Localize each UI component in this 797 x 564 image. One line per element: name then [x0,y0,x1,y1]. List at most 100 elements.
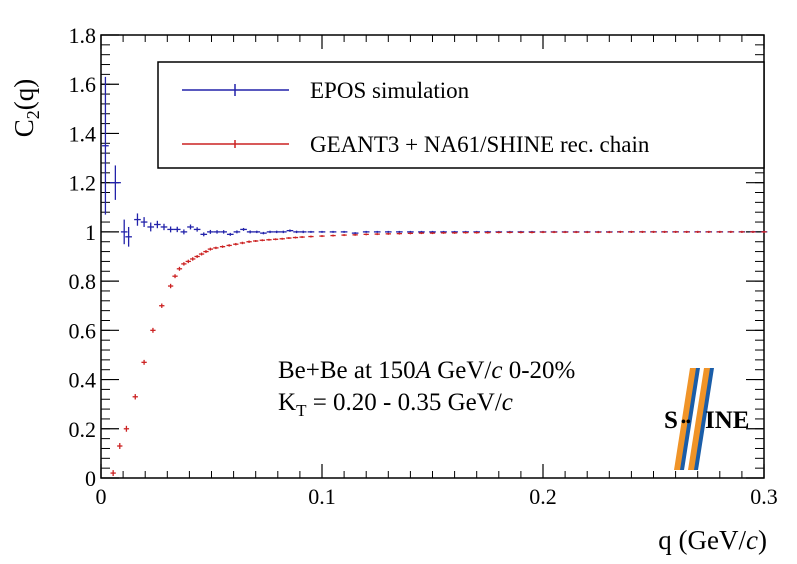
geant3-point [239,241,246,245]
y-tick-label: 1.4 [69,121,97,146]
epos-point [373,230,381,233]
epos-point [160,223,168,231]
epos-point [220,230,227,234]
epos-point [120,219,128,245]
epos-point [109,165,121,200]
geant3-point [761,230,767,233]
epos-point [293,230,300,234]
geant3-point [518,231,524,234]
geant3-point [474,231,480,234]
geant3-point [462,231,469,234]
geant3-point [584,231,590,234]
epos-point [307,230,315,233]
y-tick-label: 0.8 [69,269,97,294]
epos-point [253,230,261,234]
logo-text-dots: •• [681,415,691,430]
legend-epos-label: EPOS simulation [310,78,470,103]
geant3-point [429,232,436,235]
x-tick-label: 0.1 [308,484,336,509]
annotation-system: Be+Be at 150A GeV/c 0-20% [278,357,575,384]
axis-ticks [100,34,765,479]
geant3-point [639,230,646,233]
geant3-point [717,230,723,233]
geant3-point [617,230,624,233]
geant3-point [628,230,635,233]
epos-point [193,227,201,232]
geant3-point [176,266,183,271]
geant3-point [194,255,200,258]
geant3-point [141,359,147,365]
geant3-point [341,234,347,237]
geant3-point [695,230,701,233]
geant3-point [266,238,272,241]
epos-point [340,230,348,233]
geant3-point [551,231,557,234]
epos-point [329,230,337,233]
geant3-point [330,234,336,237]
geant3-point [319,235,325,238]
geant3-point [650,230,657,233]
geant3-point [110,470,116,477]
geant3-point [219,245,226,248]
geant3-point [172,274,178,279]
geant3-point [207,247,214,251]
geant3-point [374,233,380,236]
y-axis-title: C2(q) [9,79,43,138]
y-tick-label: 0.6 [69,318,97,343]
annotation-kt: KT = 0.20 - 0.35 GeV/c [278,389,513,420]
epos-point [260,231,267,235]
y-tick-label: 0 [85,466,96,491]
epos-point [187,224,194,230]
epos-point [207,229,214,234]
epos-point [125,226,132,247]
geant3-point [253,240,259,242]
geant3-point [213,246,219,250]
geant3-point [203,250,209,254]
geant3-point [562,231,568,234]
geant3-point [418,232,425,235]
geant3-point [451,231,458,234]
geant3-point [496,231,502,234]
epos-point [362,230,370,233]
legend-geant-label: GEANT3 + NA61/SHINE rec. chain [310,132,650,157]
geant3-point [299,236,305,239]
geant3-point [272,238,279,241]
epos-point [396,230,403,233]
epos-point [200,232,208,237]
epos-point [167,226,174,233]
epos-point [213,230,221,234]
epos-point [286,229,294,232]
epos-point [134,213,141,226]
y-tick-label: 1.6 [69,72,97,97]
geant3-point [292,236,299,239]
geant3-point [440,231,447,234]
geant3-point [396,232,403,235]
epos-point [154,220,161,229]
geant3-point [683,230,690,233]
y-tick-labels: 0 0.2 0.4 0.6 0.8 1 1.2 1.4 1.6 1.8 [69,23,97,491]
geant3-point [286,237,292,240]
logo-stripe-blue-1 [680,368,700,470]
epos-point [246,230,254,234]
epos-point [266,230,274,234]
geant3-point [407,232,414,235]
geant3-point [739,230,745,233]
geant3-point [606,231,612,234]
epos-point [140,217,148,227]
y-tick-label: 0.2 [69,417,97,442]
epos-point [280,230,287,234]
geant3-point [363,233,369,236]
geant3-point [595,231,601,234]
x-tick-label: 0 [96,484,107,509]
geant3-point [728,230,734,233]
geant3-point [540,231,546,234]
epos-point [351,232,359,235]
legend: EPOS simulation GEANT3 + NA61/SHINE rec.… [157,61,765,169]
geant3-point [117,443,123,449]
geant3-point [185,259,191,264]
geant3-point [308,235,314,238]
y-tick-label: 1.8 [69,23,97,48]
logo-text-s: S [664,407,678,434]
geant3-point [672,230,679,233]
geant3-point [198,252,205,256]
